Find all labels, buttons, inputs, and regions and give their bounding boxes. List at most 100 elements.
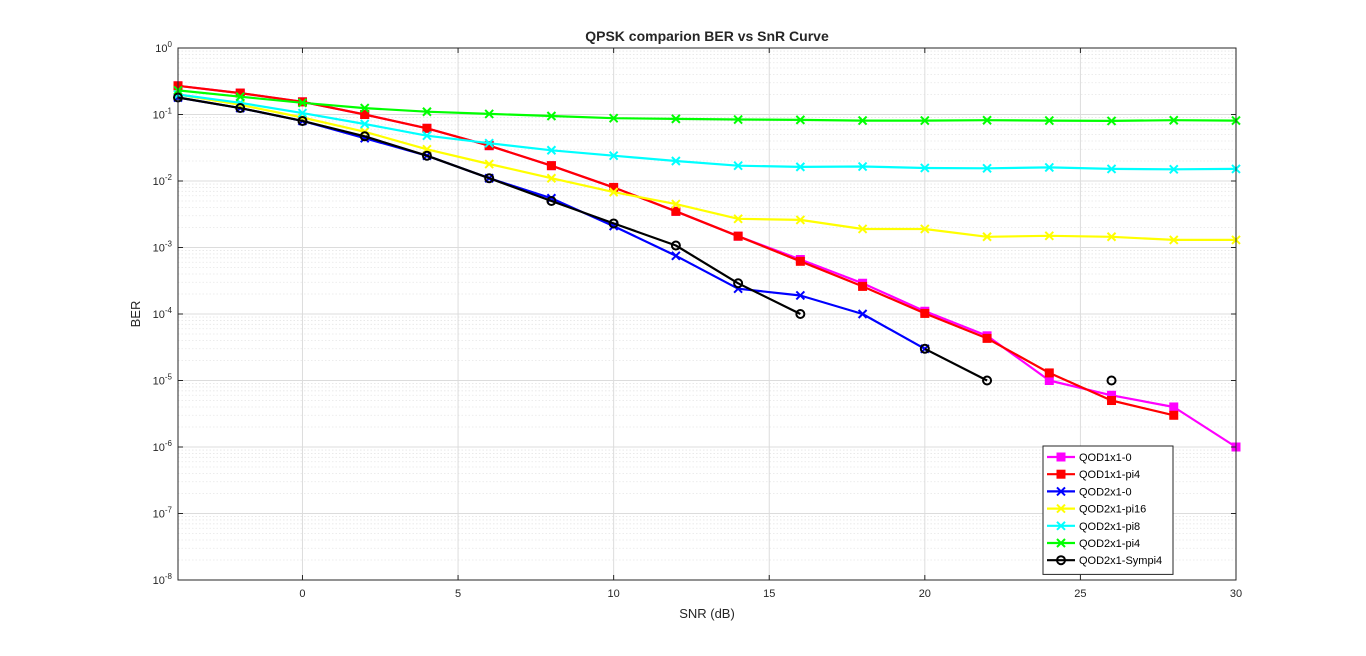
data-point: [795, 215, 806, 225]
data-point: [1169, 402, 1179, 412]
data-point: [297, 98, 308, 108]
data-point: [484, 173, 495, 184]
series-QOD2x1-Sympi4: [173, 92, 1117, 386]
legend: QOD1x1-0 QOD1x1-pi4 QOD2x1-0 QOD2x1-pi16 QOD…: [1042, 445, 1174, 575]
legend-marker: [1056, 538, 1066, 548]
data-point: [919, 343, 930, 354]
y-tick-label: 10-4: [153, 306, 173, 321]
series-line: [924, 347, 988, 382]
series-layer: [173, 81, 1241, 452]
data-point: [484, 138, 494, 148]
data-point: [733, 160, 743, 171]
data-point: [1044, 231, 1054, 241]
data-point: [422, 123, 432, 133]
data-point: [920, 308, 930, 318]
data-point: [1169, 410, 1179, 420]
y-tick-label: 10-6: [153, 439, 173, 454]
data-point: [982, 375, 993, 386]
data-point: [1044, 115, 1054, 126]
data-point: [1169, 235, 1179, 245]
data-point: [359, 119, 370, 129]
y-tick-label: 100: [155, 40, 172, 55]
legend-label: QOD2x1-Sympi4: [1079, 555, 1162, 567]
data-point: [920, 163, 930, 173]
data-point: [546, 161, 556, 171]
legend-label: QOD1x1-pi4: [1079, 469, 1140, 481]
legend-marker: [1056, 452, 1066, 462]
x-tick-label: 15: [763, 588, 775, 600]
data-point: [857, 115, 868, 126]
data-point: [982, 333, 992, 343]
legend-label: QOD2x1-pi4: [1079, 538, 1140, 550]
data-point: [359, 131, 370, 142]
data-point: [733, 114, 743, 125]
data-point: [1106, 116, 1117, 126]
data-point: [297, 108, 308, 118]
data-point: [671, 114, 681, 124]
data-point: [608, 218, 619, 229]
data-point: [359, 103, 370, 113]
series-line: [177, 93, 1237, 171]
data-point: [795, 290, 806, 301]
data-point: [484, 141, 494, 151]
legend-box: [1042, 445, 1174, 575]
chart-title: QPSK comparion BER vs SnR Curve: [585, 28, 829, 44]
data-point: [733, 214, 743, 224]
tick-layer: 0 5 10 15 20 25 30 10-8 10-7 10-6 10-5 10-4 10-3 10-2…: [153, 40, 1243, 600]
y-axis-label: BER: [128, 301, 143, 328]
legend-label: QOD2x1-0: [1079, 486, 1132, 498]
series-QOD2x1-pi16: [173, 89, 1241, 245]
x-tick-label: 10: [608, 588, 620, 600]
data-point: [1169, 164, 1179, 174]
x-tick-label: 20: [919, 588, 931, 600]
data-point: [982, 232, 992, 242]
data-point: [982, 163, 992, 174]
x-tick-label: 30: [1230, 588, 1242, 600]
data-point: [795, 115, 806, 125]
x-axis-label: SNR (dB): [679, 606, 735, 621]
legend-label: QOD2x1-pi16: [1079, 504, 1146, 516]
legend-marker: [1056, 503, 1066, 514]
data-point: [360, 110, 370, 119]
y-tick-label: 10-8: [153, 572, 173, 587]
data-point: [1044, 376, 1054, 385]
y-tick-label: 10-5: [153, 373, 173, 388]
data-point: [733, 231, 743, 241]
series-QOD2x1-pi8: [173, 89, 1241, 174]
y-tick-label: 10-1: [153, 107, 173, 122]
series-QOD1x1-pi4: [173, 81, 1179, 420]
data-point: [1169, 115, 1179, 125]
data-point: [546, 111, 557, 121]
data-point: [671, 206, 681, 216]
data-point: [421, 150, 432, 161]
data-point: [920, 115, 930, 126]
x-tick-label: 5: [455, 588, 461, 600]
data-point: [235, 103, 246, 114]
data-point: [1106, 232, 1117, 242]
data-point: [297, 115, 308, 126]
data-point: [1044, 368, 1054, 378]
data-point: [671, 251, 681, 261]
y-tick-label: 10-3: [153, 240, 173, 255]
data-point: [608, 187, 619, 197]
data-point: [1107, 396, 1117, 406]
data-point: [671, 156, 681, 166]
data-point: [546, 173, 557, 183]
data-point: [795, 162, 806, 172]
data-point: [857, 161, 868, 172]
data-point: [608, 113, 619, 123]
data-point: [795, 256, 805, 266]
data-point: [670, 240, 681, 251]
y-tick-label: 10-7: [153, 506, 173, 521]
data-point: [235, 92, 245, 102]
series-line: [177, 93, 1236, 241]
data-point: [857, 224, 868, 234]
data-point: [484, 159, 494, 169]
legend-marker: [1056, 486, 1066, 497]
legend-marker: [1056, 521, 1066, 531]
data-point: [608, 151, 619, 161]
legend-label: QOD1x1-0: [1079, 452, 1132, 464]
data-point: [795, 309, 806, 319]
data-point: [422, 130, 432, 141]
